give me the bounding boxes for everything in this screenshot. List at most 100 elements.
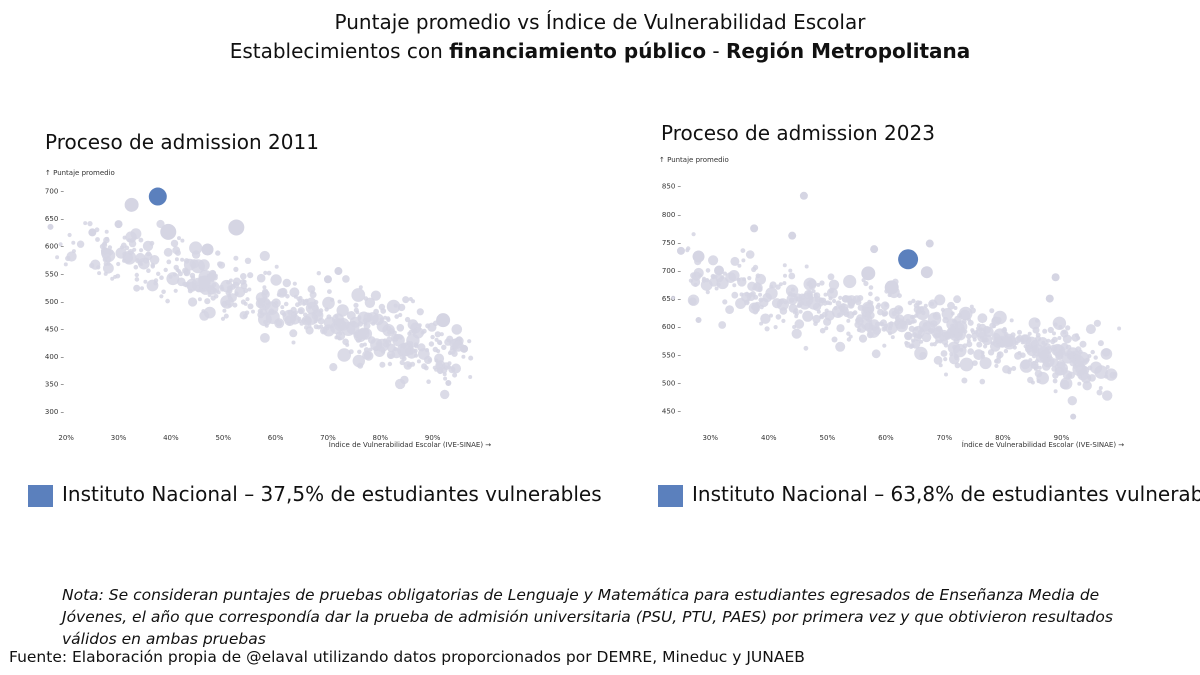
school-point — [1068, 353, 1074, 359]
school-point — [1062, 330, 1067, 335]
title-text-separator: - — [706, 39, 726, 63]
school-point — [139, 248, 144, 253]
school-point — [857, 323, 867, 333]
school-point — [758, 292, 763, 297]
school-point — [172, 272, 177, 277]
highlight-point-instituto-nacional — [898, 249, 919, 270]
school-point — [138, 237, 144, 243]
school-point — [773, 325, 778, 330]
school-point — [782, 263, 787, 268]
school-point — [754, 301, 761, 309]
school-point — [1041, 362, 1051, 371]
school-point — [972, 337, 977, 342]
school-point — [398, 334, 403, 340]
school-point — [357, 311, 371, 325]
school-point — [398, 312, 403, 318]
school-point — [357, 362, 364, 369]
school-point — [334, 267, 343, 276]
school-point — [220, 316, 226, 321]
school-point — [174, 257, 179, 262]
school-point — [1052, 331, 1056, 336]
school-point — [759, 321, 764, 326]
school-point — [868, 291, 873, 297]
school-point — [691, 232, 696, 237]
school-point — [783, 273, 787, 278]
school-point — [853, 295, 861, 303]
school-point — [875, 304, 881, 310]
school-point — [804, 264, 809, 269]
school-point — [1028, 317, 1041, 330]
school-point — [247, 303, 254, 310]
school-point — [841, 306, 845, 311]
school-point — [967, 348, 974, 355]
school-point — [460, 344, 469, 353]
school-point — [747, 281, 757, 291]
school-point — [925, 239, 934, 248]
school-point — [134, 272, 139, 278]
y-tick-label: 450 – — [45, 325, 65, 333]
school-point — [423, 365, 429, 371]
school-point — [1105, 365, 1110, 369]
school-point — [353, 307, 359, 313]
school-point — [297, 316, 302, 321]
school-point — [424, 348, 430, 353]
school-point — [692, 250, 705, 263]
school-point — [933, 326, 944, 337]
school-point — [101, 242, 108, 248]
school-point — [387, 330, 392, 335]
school-point — [223, 313, 229, 319]
school-point — [1075, 351, 1090, 366]
school-point — [695, 316, 702, 323]
school-point — [163, 267, 168, 273]
y-tick-label: 800 – — [662, 211, 682, 219]
school-point — [393, 303, 398, 308]
school-point — [410, 361, 416, 367]
school-point — [420, 330, 425, 335]
school-point — [373, 308, 379, 315]
school-point — [1109, 371, 1117, 379]
school-point — [852, 310, 858, 316]
school-point — [953, 306, 958, 310]
school-point — [447, 361, 452, 366]
school-point — [441, 344, 447, 350]
school-point — [919, 339, 924, 344]
school-point — [133, 284, 141, 292]
school-point — [828, 279, 840, 290]
school-point — [410, 322, 421, 334]
school-point — [1035, 332, 1041, 338]
school-point — [755, 307, 760, 312]
school-point — [307, 324, 312, 329]
school-point — [225, 290, 231, 296]
school-point — [307, 285, 316, 293]
title-bold-funding: financiamiento público — [449, 39, 707, 63]
school-point — [788, 268, 793, 273]
x-tick-label: 50% — [215, 434, 231, 442]
y-tick-label: 300 – — [45, 408, 65, 416]
school-point — [856, 314, 864, 323]
school-point — [846, 331, 851, 336]
school-point — [212, 282, 217, 288]
school-point — [442, 372, 447, 377]
school-point — [702, 276, 706, 281]
school-point — [452, 372, 458, 378]
school-point — [353, 302, 359, 308]
school-point — [983, 344, 988, 349]
school-point — [737, 263, 742, 268]
school-point — [292, 281, 297, 286]
school-point — [880, 301, 890, 311]
school-point — [838, 295, 843, 300]
school-point — [1087, 365, 1093, 371]
school-point — [835, 341, 846, 352]
school-point — [284, 315, 296, 326]
school-point — [228, 219, 245, 236]
school-point — [1024, 345, 1033, 353]
school-point — [283, 301, 289, 307]
school-point — [1042, 328, 1048, 334]
school-point — [103, 271, 108, 276]
school-point — [911, 339, 921, 349]
school-point — [359, 343, 365, 348]
y-tick-label: 600 – — [45, 243, 65, 251]
school-point — [140, 286, 144, 291]
school-point — [244, 257, 252, 264]
school-point — [282, 312, 287, 317]
